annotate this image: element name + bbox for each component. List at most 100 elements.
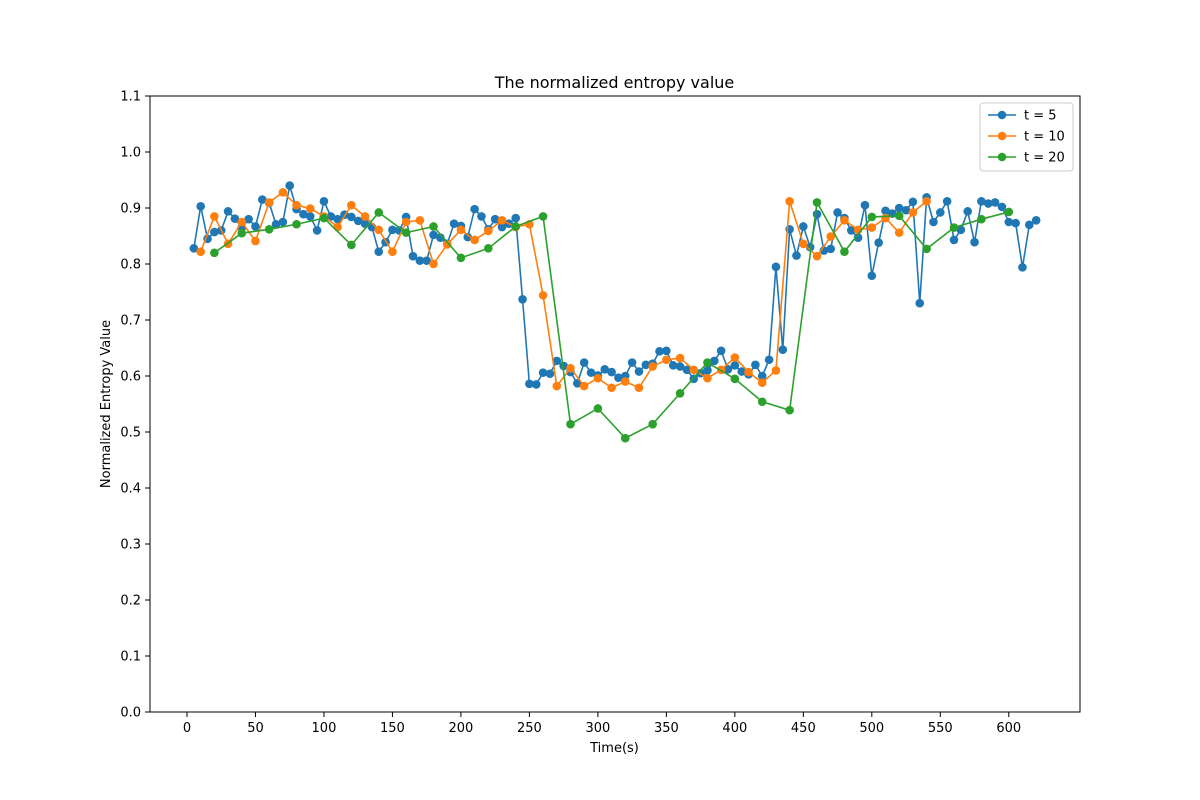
data-point [716, 346, 726, 356]
data-point [511, 222, 520, 231]
data-point [840, 216, 849, 225]
data-point [730, 374, 740, 384]
y-tick-label: 0.8 [120, 258, 141, 273]
legend-label: t = 5 [1024, 109, 1057, 124]
data-point [634, 383, 644, 393]
data-point [305, 204, 315, 213]
data-point [874, 238, 883, 248]
data-point [210, 248, 219, 258]
data-point [799, 239, 808, 249]
series-2 [196, 188, 931, 393]
data-point [620, 377, 630, 386]
data-point [846, 226, 856, 235]
y-tick-label: 1.1 [120, 90, 141, 105]
data-point [292, 219, 301, 229]
data-point [422, 256, 431, 265]
data-point [627, 358, 637, 367]
x-tick-label: 300 [585, 721, 610, 736]
data-point [607, 367, 616, 377]
data-point [792, 251, 801, 260]
data-point [737, 367, 746, 376]
data-point [990, 198, 1000, 207]
data-point [771, 262, 781, 272]
data-point [545, 369, 555, 379]
data-point [538, 291, 548, 300]
data-point [415, 256, 425, 265]
data-point [751, 360, 760, 370]
data-point [497, 222, 507, 232]
axes: 0 50 100 150 200 250 300 350 400 450 500 550 600 0.0 0… [120, 90, 1081, 736]
data-point [977, 196, 986, 206]
x-tick-label: 250 [517, 721, 542, 736]
data-point [648, 419, 657, 429]
data-point [326, 212, 336, 221]
data-point [271, 219, 281, 229]
data-point [264, 224, 274, 234]
data-point [196, 247, 205, 256]
data-point [374, 247, 384, 256]
data-point [1018, 263, 1027, 272]
data-point [785, 196, 794, 206]
data-point [668, 361, 678, 370]
data-point [833, 208, 842, 217]
x-tick-label: 0 [183, 721, 191, 736]
data-point [559, 361, 568, 371]
data-point [1011, 218, 1020, 228]
data-point [757, 371, 767, 381]
data-point [347, 212, 356, 222]
data-point [552, 356, 562, 366]
data-point [970, 237, 979, 247]
data-point [463, 232, 473, 242]
data-point [922, 244, 931, 254]
data-point [929, 217, 938, 227]
data-point [538, 368, 548, 377]
data-point [511, 213, 520, 223]
data-point [799, 222, 808, 231]
data-point [429, 230, 438, 240]
data-point [922, 196, 931, 206]
series-3 [210, 198, 1014, 443]
data-point [675, 353, 685, 363]
data-point [470, 235, 479, 245]
data-point [949, 223, 959, 232]
data-point [196, 202, 205, 211]
x-axis-label: Time(s) [589, 741, 639, 756]
data-point [963, 207, 972, 216]
legend-item-3: t = 20 [988, 151, 1065, 166]
data-point [278, 188, 288, 197]
data-point [210, 227, 219, 237]
data-point [894, 203, 904, 213]
x-tick-label: 350 [654, 721, 679, 736]
data-point [607, 383, 616, 393]
data-point [456, 253, 466, 263]
y-tick-label: 0.5 [120, 426, 141, 441]
data-point [333, 214, 342, 224]
data-point [429, 259, 438, 269]
data-point [518, 294, 527, 304]
data-point [655, 347, 664, 356]
y-tick-label: 0.0 [120, 706, 141, 721]
series-line-3 [213, 199, 1009, 440]
data-point [812, 209, 822, 219]
data-point [258, 195, 267, 204]
data-point [566, 363, 575, 373]
x-tick-label: 550 [928, 721, 953, 736]
data-point [285, 181, 295, 190]
data-point [593, 404, 603, 413]
data-point [566, 419, 575, 429]
data-point [860, 200, 870, 210]
y-tick-label: 0.2 [120, 594, 141, 609]
data-point [292, 200, 301, 210]
data-point [497, 216, 507, 225]
plot-area [189, 181, 1041, 443]
data-point [579, 358, 589, 367]
data-point [538, 212, 548, 221]
y-tick-label: 0.6 [120, 370, 141, 385]
y-tick-label: 0.7 [120, 314, 141, 329]
data-point [484, 226, 493, 236]
data-point [956, 225, 966, 235]
data-point [634, 367, 644, 376]
data-point [675, 362, 685, 371]
data-point [552, 381, 562, 391]
data-point [826, 244, 836, 254]
